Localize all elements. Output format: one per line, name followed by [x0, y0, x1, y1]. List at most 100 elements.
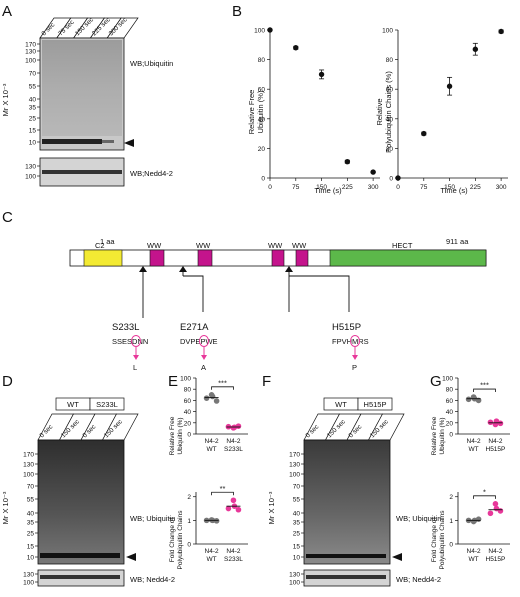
domain-label-hect: HECT [392, 241, 413, 250]
panel-b-right-ylabel-2: Polyubiquitin Chains (%) [384, 71, 393, 153]
y-tick-label: 40 [446, 409, 454, 416]
panel-d-group-wt: WT [67, 400, 79, 409]
x-category-label: N4-2 [205, 438, 219, 445]
x-category-label: WT [207, 446, 217, 453]
panel-letter-e: E [168, 373, 178, 390]
replacement-e271a: A [201, 363, 206, 372]
panel-b-charts: 0 20 40 60 80 100 0 75 150 225 300 0 20 40 60 80 100 0 75 1… [254, 27, 508, 191]
domain-ww-4 [295, 249, 309, 267]
mw-marker-label: 10 [29, 140, 37, 147]
blot-a-nedd4-band [42, 170, 122, 174]
panel-g-bottom-ylabel-1: Fold Change of [431, 518, 438, 563]
significance-label: ** [220, 484, 226, 493]
panel-e-bottom-ylabel-1: Fold Change of [169, 518, 176, 563]
mutation-name-h515p: H515P [332, 322, 361, 333]
mw-marker-label: 25 [29, 116, 37, 123]
domain-label-c2: C2 [95, 241, 105, 250]
panel-letter-a: A [2, 3, 12, 20]
y-tick-label: 100 [180, 376, 191, 383]
data-point [446, 83, 453, 89]
residue-highlight [199, 335, 209, 347]
svg-text:FPVHMRS: FPVHMRS [332, 337, 369, 346]
x-tick-label: 75 [292, 184, 300, 191]
data-point [209, 393, 216, 400]
y-tick-label: 80 [258, 57, 266, 64]
domain-label-ww-1: WW [147, 241, 162, 250]
mw-marker-label: 100 [23, 580, 34, 587]
mw-marker-label: 55 [27, 497, 35, 504]
mw-marker-label: 70 [29, 71, 37, 78]
significance-label: *** [480, 381, 489, 390]
arrow-up-icon [139, 266, 147, 272]
panel-g-charts: 020406080100***N4-2WTN4-2H515P012*N4-2WT… [442, 376, 510, 563]
arrow-down-icon [352, 355, 358, 360]
domain-c2 [83, 249, 123, 267]
x-category-label: S233L [224, 556, 243, 563]
axis-lines [195, 492, 248, 545]
mw-marker-label: 15 [29, 128, 37, 135]
x-category-label: H515P [486, 556, 506, 563]
significance-bracket [473, 495, 496, 499]
x-category-label: N4-2 [488, 548, 502, 555]
domain-label-ww-2: WW [196, 241, 211, 250]
arrow-down-icon [133, 355, 139, 360]
residue-highlight [131, 335, 141, 347]
mw-marker-label: 40 [27, 511, 35, 518]
mw-marker-label: 55 [293, 497, 301, 504]
residue-highlight [350, 335, 360, 347]
y-tick-label: 0 [389, 176, 393, 183]
significance-bracket [473, 388, 496, 393]
x-category-label: WT [207, 556, 217, 563]
blot-f-free-ub-band [306, 554, 386, 558]
panel-f-blot-label-top: WB; Ubiquitin [396, 514, 441, 523]
data-point [487, 419, 494, 426]
y-tick-label: 1 [187, 518, 191, 525]
panel-f-mw-markers: 170 130 100 70 55 40 35 25 15 10 [289, 452, 304, 562]
data-point [213, 398, 220, 404]
blot-d-ubiquitin [37, 439, 125, 565]
panel-b-left-ylabel-1: Relative Free [247, 90, 256, 135]
y-tick-label: 0 [449, 432, 453, 439]
data-point [465, 396, 472, 403]
mw-marker-label: 10 [293, 555, 301, 562]
y-tick-label: 80 [386, 57, 394, 64]
mw-marker-label: 130 [23, 572, 34, 579]
blot-a-free-ub-band-faint [102, 140, 114, 143]
data-point [487, 510, 494, 517]
arrow-down-icon [201, 355, 207, 360]
panel-letter-g: G [430, 373, 442, 390]
data-point [493, 505, 500, 512]
panel-f-group-wt: WT [335, 400, 347, 409]
blot-f-ubiquitin [303, 439, 391, 565]
data-point [318, 71, 325, 78]
arrow-up-icon [285, 266, 293, 272]
data-point [492, 501, 499, 507]
x-tick-label: 300 [368, 184, 379, 191]
svg-text:DVPEPWE: DVPEPWE [180, 337, 218, 346]
axis-lines [269, 30, 380, 179]
y-tick-label: 0 [449, 542, 453, 549]
significance-label: * [483, 487, 486, 496]
arrowhead-icon [392, 553, 402, 561]
domain-label-ww-4: WW [292, 241, 307, 250]
x-category-label: N4-2 [467, 438, 481, 445]
panel-d-blot-label-top: WB; Ubiquitin [130, 514, 175, 523]
mutation-name-e271a: E271A [180, 322, 209, 333]
y-tick-label: 80 [184, 387, 192, 394]
x-tick-label: 150 [444, 184, 455, 191]
panel-d-blot: WT S233L 0 sec 150 sec 0 sec 150 sec 170 130… [1, 397, 175, 587]
mw-marker-label: 100 [289, 472, 300, 479]
data-point [203, 395, 210, 401]
panel-d-blot-label-bottom: WB; Nedd4-2 [130, 575, 175, 584]
blot-a-free-ub-band [42, 139, 102, 144]
mw-marker-label: 100 [23, 472, 34, 479]
y-tick-label: 40 [386, 116, 394, 123]
panel-e-top-ylabel-2: Ubiquitin (%) [177, 417, 184, 454]
protein-end-label: 911 aa [446, 237, 469, 246]
y-tick-label: 60 [258, 87, 266, 94]
x-tick-label: 150 [316, 184, 327, 191]
